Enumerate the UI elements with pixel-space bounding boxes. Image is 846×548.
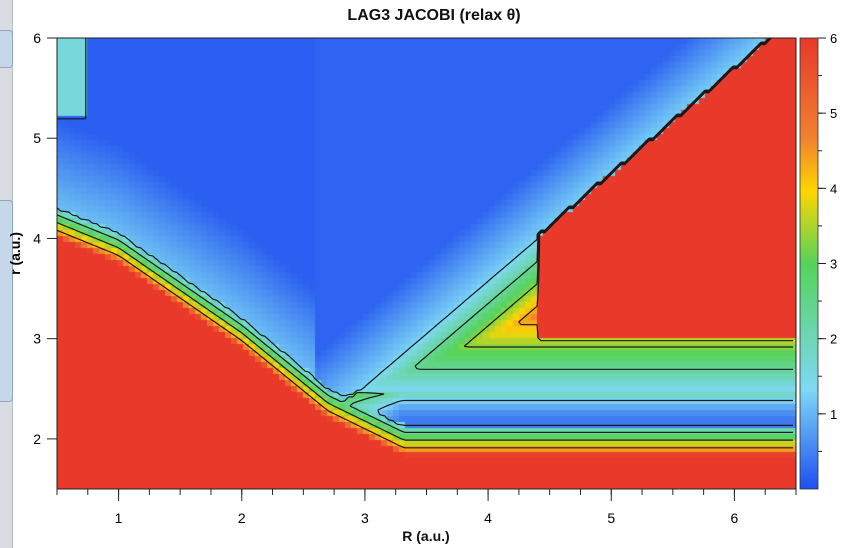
y-tick-label: 4 xyxy=(33,230,41,246)
colorbar-gradient xyxy=(799,37,819,490)
contour-line xyxy=(56,37,793,449)
x-tick-label: 3 xyxy=(361,510,369,526)
x-tick-label: 2 xyxy=(238,510,246,526)
colorbar-tick-label: 2 xyxy=(830,332,837,347)
heatmap-image xyxy=(57,38,796,489)
colorbar-tick-label: 6 xyxy=(830,31,837,46)
chart-title: LAG3 JACOBI (relax θ) xyxy=(347,7,520,24)
x-axis: 1 2 3 4 5 6 xyxy=(56,489,797,526)
x-tick-label: 5 xyxy=(607,510,615,526)
x-axis-label: R (a.u.) xyxy=(402,528,449,544)
y-tick-label: 3 xyxy=(33,331,41,347)
x-tick-label: 1 xyxy=(115,510,123,526)
y-tick-label: 2 xyxy=(33,431,41,447)
colorbar-tick-label: 1 xyxy=(830,407,837,422)
x-tick-label: 4 xyxy=(484,510,492,526)
y-axis: 2 3 4 5 6 r (a.u.) xyxy=(7,30,57,447)
window-edge-button[interactable] xyxy=(0,30,13,68)
colorbar-tick-label: 5 xyxy=(830,106,837,121)
y-axis-label: r (a.u.) xyxy=(7,232,23,275)
contour-lines xyxy=(56,37,793,449)
plot-area xyxy=(56,37,797,490)
colorbar-tick-label: 4 xyxy=(830,181,837,196)
x-tick-label: 6 xyxy=(731,510,739,526)
contour-line xyxy=(56,37,793,433)
y-tick-label: 6 xyxy=(33,30,41,46)
colorbar-tick-label: 3 xyxy=(830,257,837,272)
window-edge-panel[interactable] xyxy=(0,200,13,402)
colorbar: 1 2 3 4 5 6 xyxy=(799,31,837,490)
y-tick-label: 5 xyxy=(33,130,41,146)
